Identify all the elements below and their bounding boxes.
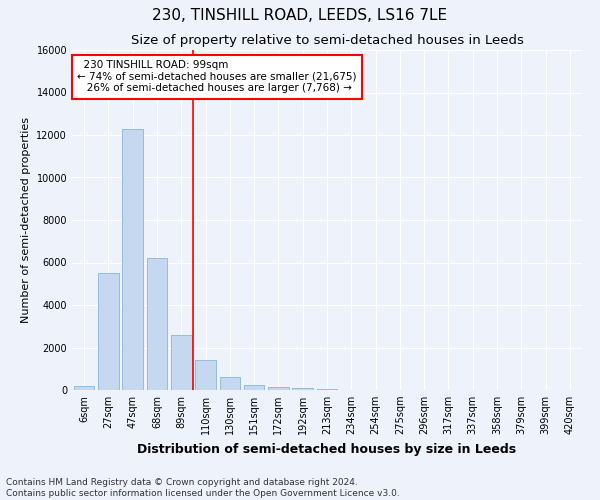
Bar — [122, 128, 143, 390]
X-axis label: Distribution of semi-detached houses by size in Leeds: Distribution of semi-detached houses by … — [137, 442, 517, 456]
Bar — [98, 273, 119, 390]
Bar — [268, 387, 289, 390]
Bar — [195, 360, 216, 390]
Bar — [244, 384, 265, 390]
Text: 230 TINSHILL ROAD: 99sqm
← 74% of semi-detached houses are smaller (21,675)
   2: 230 TINSHILL ROAD: 99sqm ← 74% of semi-d… — [77, 60, 356, 94]
Bar — [74, 386, 94, 390]
Title: Size of property relative to semi-detached houses in Leeds: Size of property relative to semi-detach… — [131, 34, 523, 48]
Bar — [292, 388, 313, 390]
Bar — [317, 389, 337, 390]
Bar — [171, 335, 191, 390]
Text: 230, TINSHILL ROAD, LEEDS, LS16 7LE: 230, TINSHILL ROAD, LEEDS, LS16 7LE — [152, 8, 448, 22]
Y-axis label: Number of semi-detached properties: Number of semi-detached properties — [21, 117, 31, 323]
Bar — [220, 378, 240, 390]
Bar — [146, 258, 167, 390]
Text: Contains HM Land Registry data © Crown copyright and database right 2024.
Contai: Contains HM Land Registry data © Crown c… — [6, 478, 400, 498]
